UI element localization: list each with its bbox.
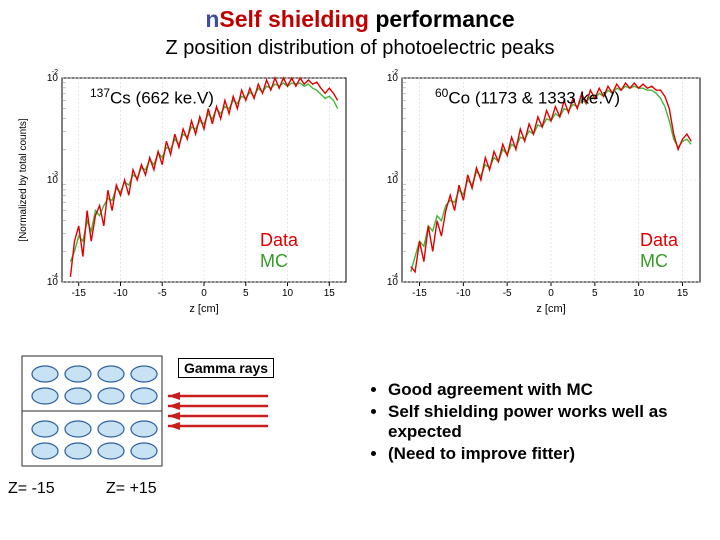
title-red: Self shielding	[219, 6, 369, 32]
co-sym: Co	[448, 89, 470, 108]
svg-text:0: 0	[548, 288, 554, 299]
cs-energy: (662 ke.V)	[136, 89, 214, 108]
chart-right-legend: Data MC	[640, 230, 678, 272]
title-black: performance	[375, 6, 514, 32]
chart-left-legend: Data MC	[260, 230, 298, 272]
svg-text:5: 5	[243, 288, 249, 299]
title-bullet: n	[205, 6, 219, 32]
bullet-0: Good agreement with MC	[388, 380, 704, 400]
svg-text:[Normalized by total counts]: [Normalized by total counts]	[18, 118, 29, 242]
bullet-list: Good agreement with MC Self shielding po…	[370, 380, 704, 466]
co-energy: (1173 & 1333 ke.V)	[475, 89, 620, 108]
svg-text:15: 15	[677, 288, 689, 299]
subtitle: Z position distribution of photoelectric…	[0, 37, 720, 60]
chart-left-label: 137Cs (662 ke.V)	[90, 86, 214, 109]
z-left-label: Z= -15	[8, 480, 55, 498]
bullet-2: (Need to improve fitter)	[388, 444, 704, 464]
svg-text:-4: -4	[392, 273, 398, 280]
cs-sym: Cs	[110, 89, 131, 108]
svg-text:10: 10	[282, 288, 294, 299]
svg-text:15: 15	[324, 288, 336, 299]
detector-diagram: Gamma rays Z= -15 Z= +15	[8, 338, 348, 523]
svg-text:-2: -2	[392, 69, 398, 76]
svg-text:-10: -10	[456, 288, 471, 299]
legend-data-left: Data	[260, 230, 298, 251]
svg-text:5: 5	[592, 288, 598, 299]
co-super: 60	[435, 86, 448, 100]
svg-text:10: 10	[633, 288, 645, 299]
svg-text:-5: -5	[503, 288, 512, 299]
svg-text:-3: -3	[392, 171, 398, 178]
page-title: nSelf shielding performance	[0, 0, 720, 33]
svg-text:-3: -3	[52, 171, 58, 178]
svg-text:-10: -10	[113, 288, 128, 299]
svg-text:z [cm]: z [cm]	[189, 303, 218, 315]
legend-data-right: Data	[640, 230, 678, 251]
chart-right-label: 60Co (1173 & 1333 ke.V)	[435, 86, 620, 109]
svg-text:z [cm]: z [cm]	[536, 303, 565, 315]
svg-text:-15: -15	[412, 288, 427, 299]
svg-text:-4: -4	[52, 273, 58, 280]
z-right-label: Z= +15	[106, 480, 157, 498]
svg-text:-15: -15	[71, 288, 86, 299]
legend-mc-left: MC	[260, 251, 298, 272]
svg-text:-2: -2	[52, 69, 58, 76]
legend-mc-right: MC	[640, 251, 678, 272]
cs-super: 137	[90, 86, 110, 100]
svg-text:-5: -5	[158, 288, 167, 299]
svg-text:0: 0	[201, 288, 207, 299]
bullet-1: Self shielding power works well as expec…	[388, 402, 704, 442]
gamma-rays-label: Gamma rays	[178, 358, 274, 378]
